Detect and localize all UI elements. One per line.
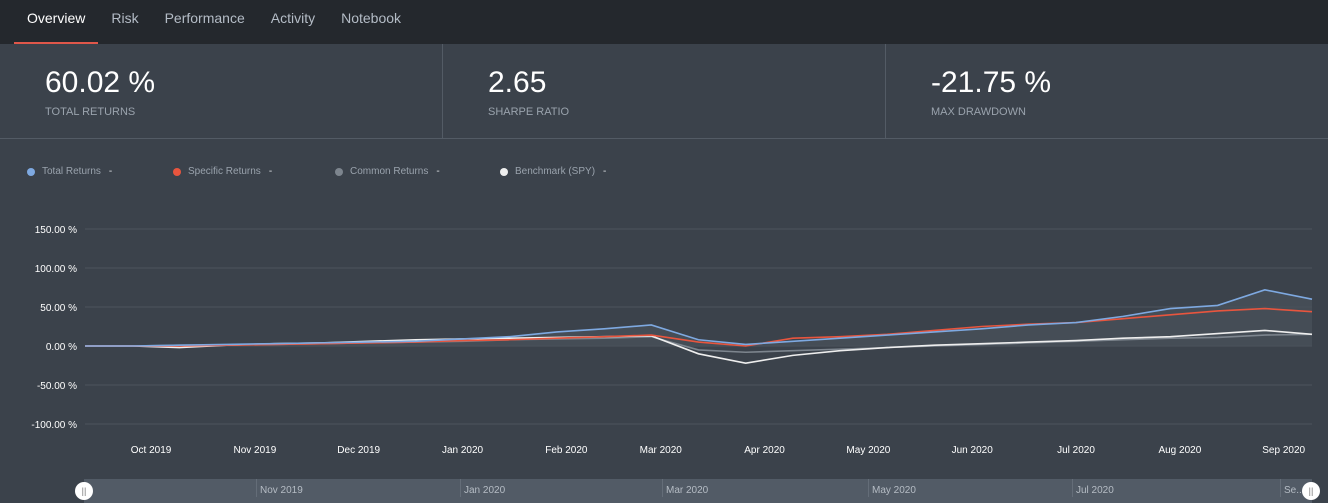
- navigator-label: Mar 2020: [662, 479, 708, 497]
- y-tick-label: 0.00 %: [46, 342, 77, 353]
- x-tick-label: Jul 2020: [1057, 445, 1095, 456]
- legend-item[interactable]: Common Returns -: [335, 166, 500, 177]
- y-tick-label: -100.00 %: [31, 420, 77, 431]
- x-tick-label: May 2020: [846, 445, 890, 456]
- legend-label: Total Returns: [42, 166, 101, 177]
- legend-item[interactable]: Total Returns -: [27, 166, 173, 177]
- returns-chart: 150.00 % 100.00 % 50.00 % 0.00 % -50.00 % -10…: [31, 225, 1313, 456]
- chart-legend: Total Returns - Specific Returns - Common Re…: [27, 166, 630, 177]
- legend-dot-icon: [500, 167, 508, 176]
- x-tick-label: Dec 2019: [337, 445, 380, 456]
- navigator-label: Se...: [1280, 479, 1305, 497]
- stat-value: -21.75 %: [931, 66, 1052, 99]
- y-tick-label: 50.00 %: [40, 303, 77, 314]
- tab-notebook[interactable]: Notebook: [341, 10, 402, 26]
- series-line-total-returns: [85, 289, 1313, 347]
- stats-panel: 60.02 % TOTAL RETURNS 2.65 SHARPE RATIO -2…: [0, 44, 1328, 139]
- legend-label: Specific Returns: [188, 166, 261, 177]
- legend-value: -: [108, 166, 113, 177]
- tab-bar: Overview Risk Performance Activity Noteb…: [0, 0, 1328, 44]
- stat-label: TOTAL RETURNS: [45, 106, 136, 118]
- y-tick-label: 150.00 %: [35, 225, 77, 236]
- navigator-label: Jan 2020: [460, 479, 505, 497]
- y-tick-label: -50.00 %: [37, 381, 77, 392]
- navigator-label: Nov 2019: [256, 479, 303, 497]
- total-returns-area: [85, 289, 1312, 346]
- stat-value: 60.02 %: [45, 66, 156, 99]
- stat-value: 2.65: [488, 66, 547, 99]
- stat-sharpe-ratio: 2.65 SHARPE RATIO: [443, 44, 886, 138]
- y-tick-label: 100.00 %: [35, 264, 77, 275]
- range-navigator[interactable]: Nov 2019 Jan 2020 Mar 2020 May 2020 Jul 2020…: [84, 479, 1312, 503]
- legend-item[interactable]: Benchmark (SPY) -: [500, 166, 630, 177]
- x-tick-label: Nov 2019: [233, 445, 276, 456]
- x-tick-label: Apr 2020: [744, 445, 785, 456]
- tab-performance[interactable]: Performance: [164, 10, 245, 26]
- legend-label: Benchmark (SPY): [515, 166, 596, 177]
- legend-value: -: [268, 166, 273, 177]
- stat-label: SHARPE RATIO: [488, 106, 570, 118]
- stat-label: MAX DRAWDOWN: [931, 106, 1026, 118]
- x-tick-label: Jan 2020: [442, 445, 484, 456]
- legend-dot-icon: [173, 167, 181, 176]
- legend-value: -: [603, 166, 607, 177]
- x-tick-label: Sep 2020: [1262, 445, 1305, 456]
- range-handle-left[interactable]: ||: [75, 482, 93, 500]
- legend-item[interactable]: Specific Returns -: [173, 166, 335, 177]
- stat-max-drawdown: -21.75 % MAX DRAWDOWN: [886, 44, 1328, 138]
- navigator-label: May 2020: [868, 479, 916, 497]
- x-tick-label: Jun 2020: [952, 445, 994, 456]
- x-tick-label: Mar 2020: [640, 445, 683, 456]
- navigator-label: Jul 2020: [1072, 479, 1114, 497]
- stat-total-returns: 60.02 % TOTAL RETURNS: [0, 44, 443, 138]
- legend-dot-icon: [335, 167, 343, 176]
- legend-value: -: [436, 166, 440, 177]
- x-tick-label: Feb 2020: [545, 445, 588, 456]
- legend-dot-icon: [27, 167, 35, 176]
- legend-label: Common Returns: [350, 166, 429, 177]
- tab-overview[interactable]: Overview: [14, 0, 99, 44]
- tab-activity[interactable]: Activity: [270, 10, 316, 26]
- x-tick-label: Oct 2019: [131, 445, 172, 456]
- range-handle-right[interactable]: ||: [1302, 482, 1320, 500]
- tab-risk[interactable]: Risk: [111, 10, 139, 26]
- x-tick-label: Aug 2020: [1158, 445, 1201, 456]
